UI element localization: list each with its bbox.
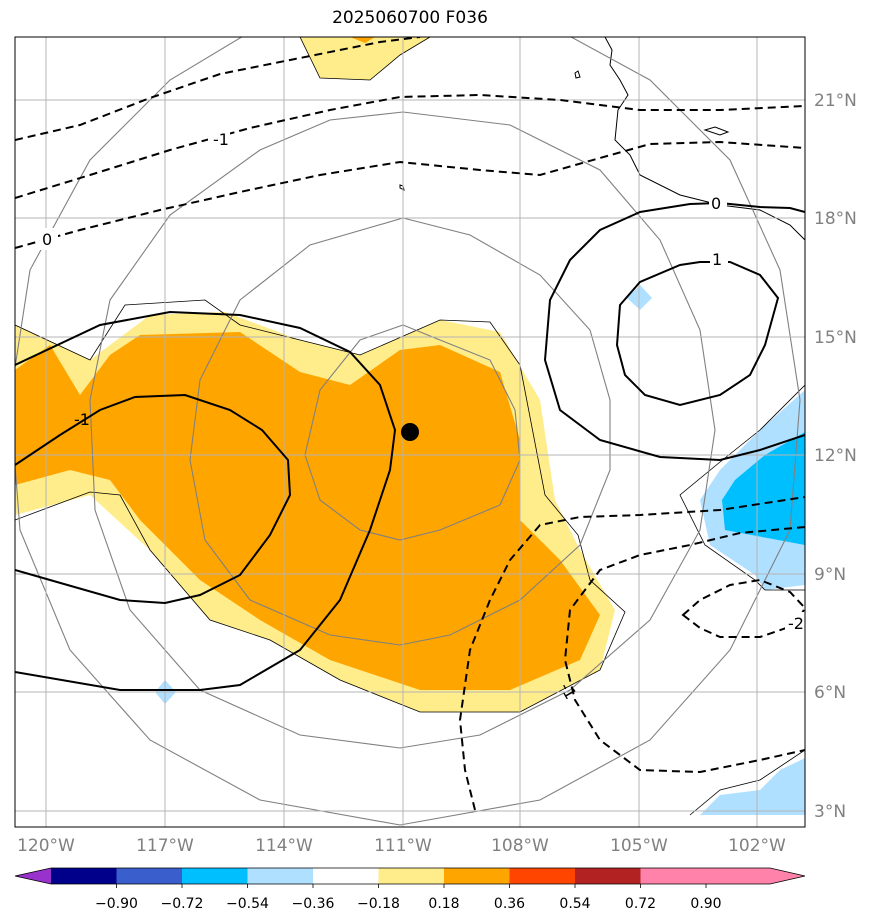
lat-label-9n: 9°N	[814, 565, 846, 585]
colorbar: −0.90 −0.72 −0.54 −0.36 −0.18 0.18 0.36 …	[14, 867, 806, 912]
colorbar-tick-label: 0.18	[428, 896, 459, 912]
latitude-axis: 21°N 18°N 15°N 12°N 9°N 6°N 3°N	[814, 91, 857, 822]
contour-label-1-west: -1	[74, 410, 90, 429]
yellow-region-top	[300, 37, 430, 80]
lat-label-12n: 12°N	[814, 446, 857, 466]
colorbar-segment-10	[640, 868, 706, 884]
solid-contours	[15, 201, 805, 691]
colorbar-tick-label: 0.90	[690, 896, 721, 912]
lon-label-108w: 108°W	[491, 836, 549, 856]
contour-label-neg1-north: -1	[213, 130, 229, 149]
light-blue-region-southeast	[700, 758, 805, 815]
contour-label-0-east: 0	[711, 194, 721, 213]
colorbar-segment-2	[116, 868, 182, 884]
colorbar-segment-11	[706, 868, 805, 884]
lon-label-102w: 102°W	[728, 836, 786, 856]
orange-region-top	[350, 37, 375, 43]
colorbar-segment-4	[247, 868, 313, 884]
contour-label-group: -1 0 0 1 -1 -1 -2	[40, 128, 805, 703]
colorbar-tick-label: 0.36	[494, 896, 525, 912]
colorbar-tick-label: 0.54	[559, 896, 590, 912]
colorbar-segment-7	[444, 868, 510, 884]
colorbar-segment-8	[509, 868, 575, 884]
coastline	[399, 37, 805, 241]
colorbar-tick-label: −0.18	[357, 896, 400, 912]
colorbar-segment-0	[15, 868, 51, 884]
lon-label-105w: 105°W	[610, 836, 668, 856]
orange-region-main	[15, 332, 600, 690]
colorbar-tick-label: −0.36	[292, 896, 335, 912]
colorbar-tick-label: 0.72	[625, 896, 656, 912]
lon-label-120w: 120°W	[17, 836, 75, 856]
map-plot-area: -1 0 0 1 -1 -1 -2	[15, 37, 805, 827]
lon-label-114w: 114°W	[255, 836, 313, 856]
dashed-contours	[15, 37, 805, 811]
lat-label-6n: 6°N	[814, 683, 846, 703]
lat-lon-grid	[15, 37, 805, 827]
colorbar-tick-label: −0.72	[161, 896, 204, 912]
colorbar-outline	[14, 867, 806, 885]
contour-label-0-west: 0	[42, 230, 52, 249]
lon-label-117w: 117°W	[136, 836, 194, 856]
lon-label-111w: 111°W	[374, 836, 432, 856]
lat-label-18n: 18°N	[814, 209, 857, 229]
colorbar-segment-3	[182, 868, 248, 884]
longitude-axis: 120°W 117°W 114°W 111°W 108°W 105°W 102°…	[17, 836, 786, 856]
map-title: 2025060700 F036	[332, 8, 488, 28]
deep-blue-region-east	[722, 432, 805, 545]
colorbar-segment-5	[313, 868, 379, 884]
colorbar-tick-label: −0.54	[226, 896, 269, 912]
colorbar-segment-6	[378, 868, 444, 884]
lat-label-15n: 15°N	[814, 328, 857, 348]
colorbar-tick-label: −0.90	[95, 896, 138, 912]
storm-center-marker	[401, 423, 419, 441]
lat-label-3n: 3°N	[814, 802, 846, 822]
colorbar-segment-9	[575, 868, 641, 884]
map-frame	[14, 36, 806, 828]
contour-label-neg2: -2	[788, 614, 804, 633]
thin-contours	[15, 37, 805, 816]
range-rings	[15, 37, 801, 826]
contour-label-1-east: 1	[712, 250, 722, 269]
lat-label-21n: 21°N	[814, 91, 857, 111]
colorbar-segment-1	[51, 868, 117, 884]
